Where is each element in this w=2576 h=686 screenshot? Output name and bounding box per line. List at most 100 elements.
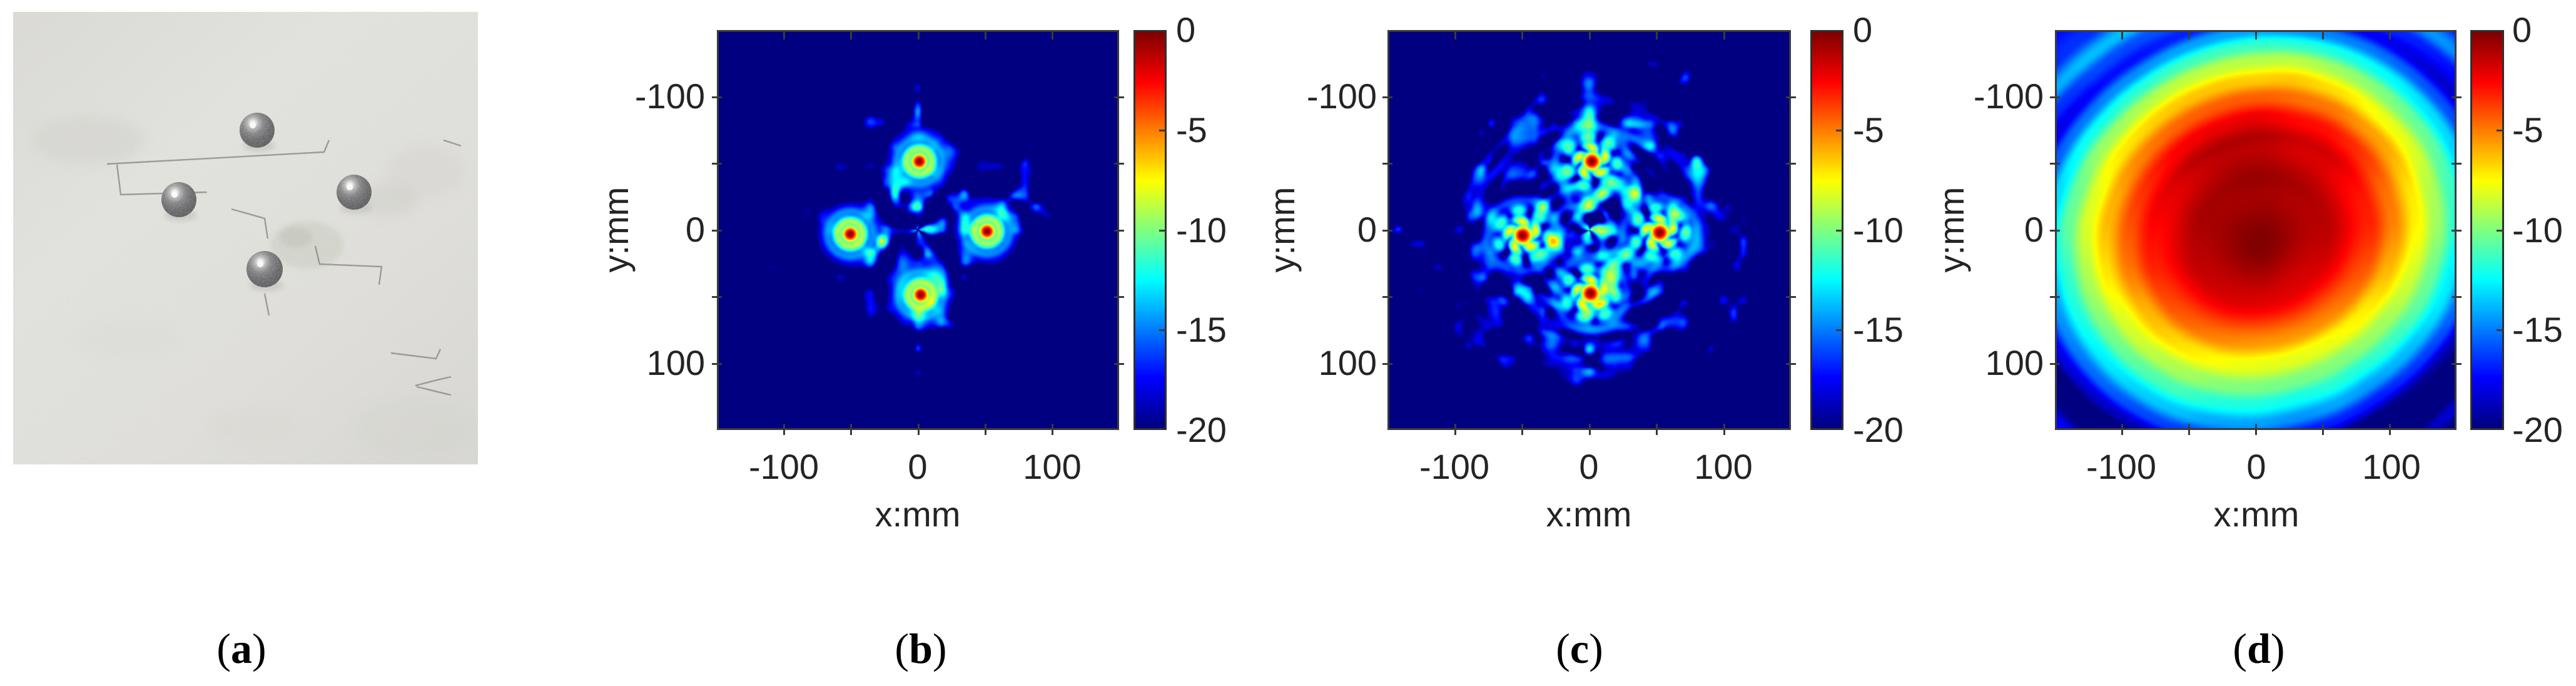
axis-tick-mark	[1786, 363, 1796, 365]
axis-tick-mark	[2452, 296, 2462, 298]
label-close-paren: )	[2270, 625, 2285, 672]
axis-tick-mark	[1786, 296, 1796, 298]
colorbar-tick-label: -10	[2512, 210, 2563, 250]
label-letter-c: c	[1569, 625, 1590, 672]
colorbar-tick-label: 0	[1176, 10, 1196, 49]
axis-tick-mark	[2389, 32, 2391, 39]
y-tick-label: 100	[1985, 343, 2044, 382]
axis-tick-mark	[1786, 96, 1796, 98]
axis-tick-mark	[1723, 32, 1725, 39]
axis-tick-mark	[1052, 32, 1053, 39]
colorbar-tick-label: -20	[1853, 410, 1904, 449]
axis-tick-mark	[1159, 329, 1167, 331]
photo-four-spheres	[13, 12, 478, 464]
axis-tick-mark	[1521, 32, 1523, 39]
x-axis-label: x:mm	[2213, 494, 2300, 534]
axis-tick-mark	[2322, 32, 2324, 39]
colorbar-tick-label: -15	[2512, 310, 2563, 349]
axis-tick-mark	[1114, 363, 1124, 365]
colorbar-tick-label: -15	[1853, 310, 1904, 349]
axis-tick-mark	[1454, 424, 1456, 435]
colorbar-tick-label: -5	[2512, 110, 2543, 150]
axis-tick-mark	[1382, 163, 1392, 165]
colorbar-tick-label: -10	[1853, 210, 1904, 250]
x-tick-label: -100	[1419, 447, 1490, 486]
photo-canvas	[13, 12, 478, 464]
panel-label-d: (d)	[2184, 623, 2334, 673]
colorbar-tick-label: -10	[1176, 210, 1227, 250]
x-axis-label: x:mm	[875, 494, 961, 534]
x-tick-label: -100	[2086, 447, 2157, 486]
label-letter-b: b	[909, 625, 933, 672]
panel-label-c: (c)	[1504, 623, 1655, 673]
axis-tick-mark	[918, 32, 920, 39]
x-tick-label: -100	[748, 447, 819, 486]
axis-tick-mark	[2452, 363, 2462, 365]
colorbar-tick-label: 0	[2512, 10, 2532, 49]
axis-tick-mark	[1836, 230, 1843, 232]
axis-tick-mark	[1723, 424, 1725, 435]
x-tick-label: 0	[1579, 447, 1599, 486]
x-tick-label: 0	[908, 447, 928, 486]
label-letter-d: d	[2247, 625, 2271, 672]
label-letter-a: a	[231, 625, 252, 672]
colorbar-tick-label: -20	[1176, 410, 1227, 449]
colorbar-tick-label: -20	[2512, 410, 2563, 449]
axis-tick-mark	[1521, 424, 1523, 435]
heatmap-plot-c	[1387, 30, 1791, 430]
axis-tick-mark	[783, 32, 785, 39]
axis-tick-mark	[1159, 230, 1167, 232]
axis-tick-mark	[712, 230, 722, 232]
axis-tick-mark	[2050, 96, 2060, 98]
axis-tick-mark	[2121, 32, 2123, 39]
axis-tick-mark	[1114, 96, 1124, 98]
label-close-paren: )	[252, 625, 266, 672]
axis-tick-mark	[1786, 163, 1796, 165]
axis-tick-mark	[712, 296, 722, 298]
heatmap-canvas-b	[719, 32, 1117, 428]
axis-tick-mark	[1656, 424, 1658, 435]
y-tick-label: -100	[634, 76, 705, 116]
label-close-paren: )	[932, 625, 947, 672]
axis-tick-mark	[2050, 163, 2060, 165]
axis-tick-mark	[1114, 163, 1124, 165]
axis-tick-mark	[2121, 424, 2123, 435]
film-grain-overlay	[13, 12, 478, 464]
panel-label-b: (b)	[846, 623, 996, 673]
heatmap-plot-b	[717, 30, 1119, 430]
y-tick-label: 100	[646, 343, 705, 382]
axis-tick-mark	[1454, 32, 1456, 39]
label-open-paren: (	[895, 625, 910, 672]
y-tick-label: -100	[1306, 76, 1377, 116]
x-tick-label: 100	[1694, 447, 1753, 486]
axis-tick-mark	[1114, 230, 1124, 232]
axis-tick-mark	[783, 424, 785, 435]
panel-label-a: (a)	[179, 623, 304, 673]
heatmap-canvas-d	[2057, 32, 2455, 428]
axis-tick-mark	[2050, 363, 2060, 365]
colorbar-tick-label: 0	[1853, 10, 1873, 49]
axis-tick-mark	[2497, 230, 2504, 232]
axis-tick-mark	[1589, 424, 1591, 435]
axis-tick-mark	[1052, 424, 1053, 435]
axis-tick-mark	[2389, 424, 2391, 435]
axis-tick-mark	[1589, 32, 1591, 39]
axis-tick-mark	[1382, 296, 1392, 298]
axis-tick-mark	[2452, 96, 2462, 98]
axis-tick-mark	[1836, 329, 1843, 331]
axis-tick-mark	[2188, 424, 2190, 435]
axis-tick-mark	[850, 424, 852, 435]
x-axis-label: x:mm	[1546, 494, 1632, 534]
axis-tick-mark	[2050, 230, 2060, 232]
axis-tick-mark	[712, 163, 722, 165]
axis-tick-mark	[1382, 230, 1392, 232]
axis-tick-mark	[2188, 32, 2190, 39]
label-open-paren: (	[1556, 625, 1570, 672]
axis-tick-mark	[985, 424, 986, 435]
axis-tick-mark	[985, 32, 986, 39]
y-tick-label: 0	[2024, 210, 2044, 249]
axis-tick-mark	[2452, 230, 2462, 232]
label-close-paren: )	[1589, 625, 1603, 672]
y-tick-label: 0	[685, 210, 705, 249]
axis-tick-mark	[1382, 96, 1392, 98]
